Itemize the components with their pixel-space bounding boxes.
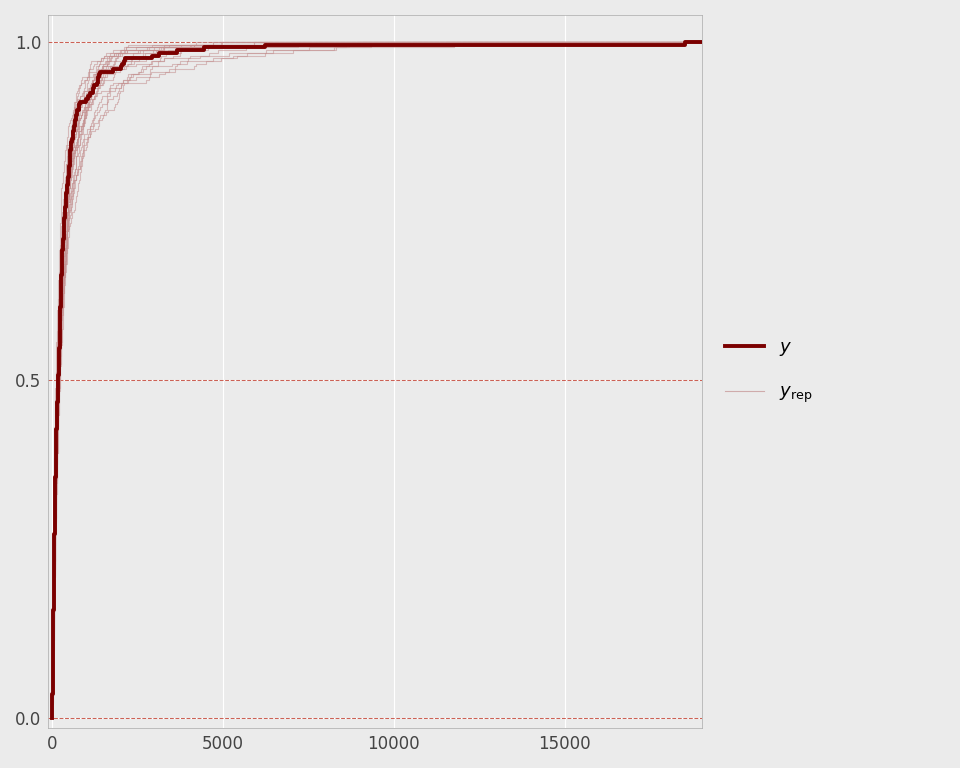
Legend: $y$, $y_\mathrm{rep}$: $y$, $y_\mathrm{rep}$ (717, 331, 819, 412)
